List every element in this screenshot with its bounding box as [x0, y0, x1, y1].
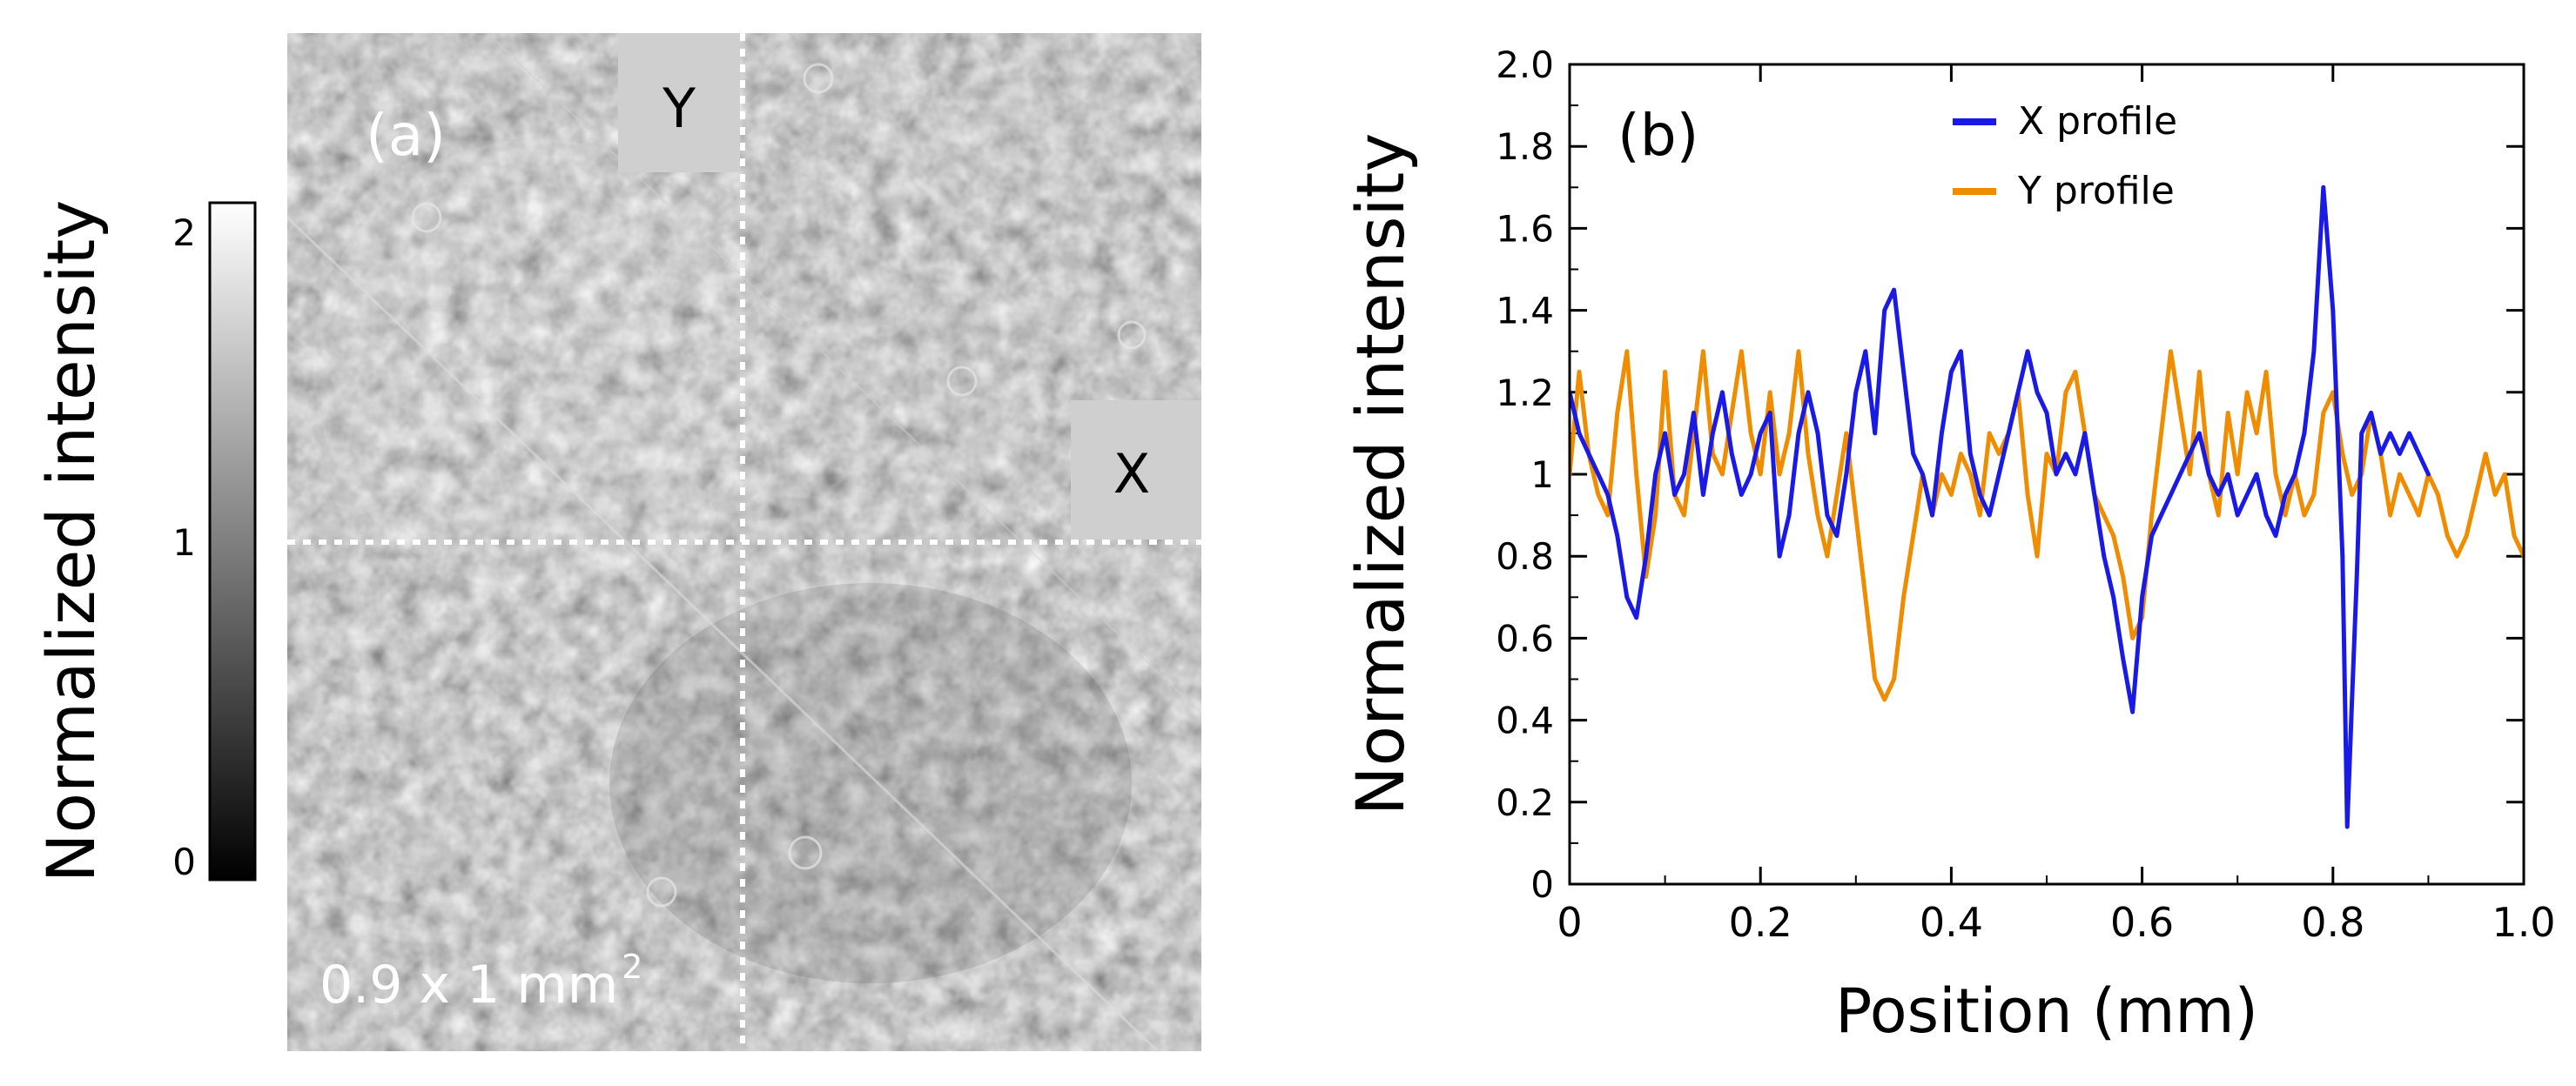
- y-tick-label: 0.2: [1496, 781, 1554, 824]
- panel-b-label: (b): [1618, 102, 1698, 169]
- colorbar-tick-0: 0: [172, 841, 196, 883]
- y-tick-label: 2.0: [1496, 44, 1554, 86]
- colorbar: [208, 201, 257, 882]
- speckle-ring: [411, 202, 442, 233]
- y-tick-label: 0.4: [1496, 700, 1554, 742]
- y-tick-label: 0.8: [1496, 535, 1554, 578]
- panel-a: 2 1 0 Normalized intensity Y X (a) 0.9 x…: [32, 32, 1202, 1053]
- y-axis-label: Normalized intensity: [1342, 133, 1419, 816]
- colorbar-label: Normalized intensity: [32, 200, 110, 883]
- x-tick-labels: 0 0.2 0.4 0.6 0.8 1.0: [1557, 899, 2555, 946]
- legend: X profile Y profile: [1953, 99, 2177, 213]
- y-tick-labels: 0 0.2 0.4 0.6 0.8 1 1.2 1.4 1.6 1.8 2.0: [1496, 44, 1554, 906]
- series-line-x-profile: [1570, 184, 2431, 829]
- legend-label-x: X profile: [2018, 99, 2177, 144]
- y-marker-box: [618, 33, 740, 172]
- y-tick-label: 1.6: [1496, 207, 1554, 250]
- diagonal-artifact: [286, 216, 1160, 1053]
- series-line-y-profile: [1570, 349, 2524, 702]
- scale-superscript: 2: [622, 948, 642, 986]
- x-marker: X: [1113, 442, 1150, 506]
- panel-b: 0 0.2 0.4 0.6 0.8 1 1.2 1.4 1.6 1.8 2.0 0 0.2 0.4 0.6…: [1342, 44, 2556, 1047]
- plot-frame: [1568, 63, 2526, 886]
- x-tick-label: 1.0: [2492, 899, 2555, 946]
- y-tick-label: 0.6: [1496, 617, 1554, 660]
- x-tick-label: 0.4: [1920, 899, 1983, 946]
- x-tick-label: 0.2: [1729, 899, 1792, 946]
- y-tick-label: 0: [1530, 863, 1554, 906]
- x-tick-label: 0: [1557, 899, 1582, 946]
- y-tick-label: 1.4: [1496, 290, 1554, 332]
- x-axis-label: Position (mm): [1835, 975, 2258, 1047]
- series-layer: [1570, 184, 2524, 829]
- speckle-bright-region: [313, 139, 766, 592]
- colorbar-tick-1: 1: [172, 521, 196, 564]
- legend-label-y: Y profile: [2017, 169, 2175, 213]
- y-marker: Y: [662, 77, 696, 140]
- y-tick-label: 1: [1530, 453, 1554, 496]
- y-tick-label: 1.2: [1496, 372, 1554, 414]
- x-marker-box: [1071, 400, 1201, 540]
- scale-label: 0.9 x 1 mm 2: [319, 948, 642, 1016]
- panel-a-label: (a): [366, 102, 446, 169]
- y-tick-label: 1.8: [1496, 125, 1554, 168]
- speckle-dark-region: [609, 583, 1132, 983]
- x-tick-label: 0.6: [2110, 899, 2174, 946]
- colorbar-tick-2: 2: [172, 211, 196, 254]
- x-tick-label: 0.8: [2301, 899, 2364, 946]
- scale-text: 0.9 x 1 mm: [319, 955, 618, 1016]
